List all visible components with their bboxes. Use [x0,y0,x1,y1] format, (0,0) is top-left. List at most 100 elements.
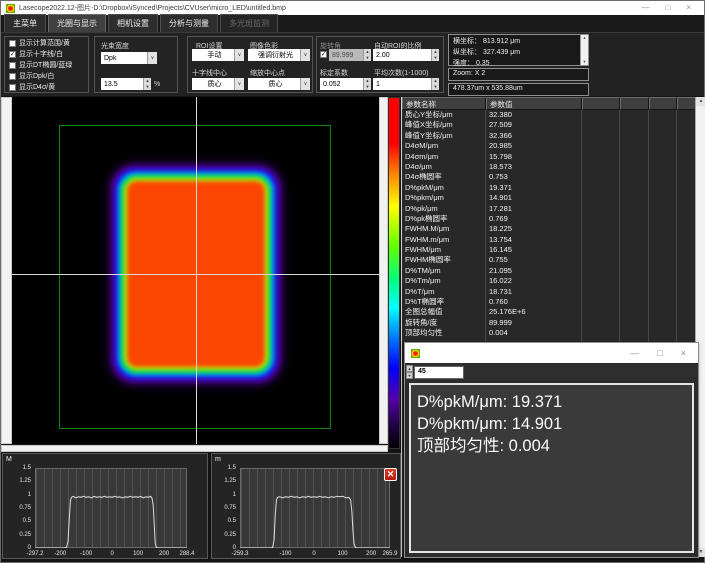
y-tick-label: 0.5 [3,518,31,524]
table-row[interactable]: FWHM.m/μm13.754 [402,235,705,245]
param-value: 18.731 [486,287,582,297]
plot-title: M [6,456,12,463]
table-row[interactable]: D%TM/μm21.095 [402,266,705,276]
chevron-down-icon: ∨ [234,78,244,90]
tab-0[interactable]: 主菜单 [4,14,46,32]
table-header-cell[interactable] [582,97,620,110]
checkbox-label: 显示计算范围/黄 [19,38,70,48]
y-tick-label: 1 [3,492,31,498]
calibration-input[interactable]: 0.052 ▲▼ [320,78,371,90]
table-row[interactable]: FWHM.M/μm18.225 [402,224,705,234]
checkbox[interactable] [9,40,16,47]
display-option[interactable]: ✓显示十字线/白 [9,49,88,59]
window-title: Lasecope2022.12-图片-D:\Dropbox\iSynced\Pr… [19,3,286,13]
table-header-cell[interactable] [677,97,696,110]
roi-setting-dropdown[interactable]: 手动 ∨ [192,49,244,61]
param-name: 峰值Y坐标/μm [402,131,486,141]
table-row[interactable]: D%pk椭圆率0.769 [402,214,705,224]
zoom-info-box: Zoom: X 2 [448,68,589,81]
table-row[interactable]: 旋转角/度89.999 [402,318,705,328]
table-row[interactable]: D%T椭圆率0.760 [402,297,705,307]
table-row[interactable]: D4σ椭圆率0.753 [402,172,705,182]
tab-3[interactable]: 分析与测量 [160,14,218,32]
tab-2[interactable]: 相机设置 [108,14,158,32]
table-row[interactable]: D%pk/μm17.281 [402,204,705,214]
param-name: D4σM/μm [402,141,486,151]
x-tick-label: -259.3 [231,551,248,557]
spinner[interactable]: ▲▼ [431,49,439,61]
minimize-button[interactable]: — [641,4,649,12]
table-row[interactable]: 顶部均匀性0.004 [402,328,705,338]
title-bar: Lasecope2022.12-图片-D:\Dropbox\iSynced\Pr… [1,1,704,15]
checkbox[interactable]: ✓ [9,51,16,58]
table-row[interactable]: 峰值X坐标/μm27.509 [402,120,705,130]
param-value: 20.985 [486,141,582,151]
y-tick-label: 1.25 [3,478,31,484]
calibration-label: 标定系数 [320,68,348,78]
table-row[interactable]: 全图总幅值25.176E+6 [402,307,705,317]
display-option[interactable]: 显示Dpk/白 [9,71,88,81]
table-header-cell[interactable]: 参数名称 [402,97,486,110]
image-vertical-scrollbar-left[interactable] [1,97,12,444]
table-row[interactable]: D%T/μm18.731 [402,287,705,297]
spinner[interactable]: ▲▼ [143,78,151,90]
auto-roi-input[interactable]: 2.00 ▲▼ [373,49,439,61]
display-option[interactable]: 显示计算范围/黄 [9,38,88,48]
x-tick-label: 265.9 [382,551,397,557]
display-option[interactable]: 显示D4σ/黄 [9,82,88,92]
crosshair-center-dropdown[interactable]: 质心 ∨ [192,78,244,90]
table-row[interactable]: D4σM/μm20.985 [402,141,705,151]
table-row[interactable]: D%pkM/μm19.371 [402,183,705,193]
table-row[interactable]: 质心Y坐标/μm32.380 [402,110,705,120]
table-row[interactable]: D4σ/μm18.573 [402,162,705,172]
table-header-cell[interactable] [620,97,649,110]
display-option[interactable]: 显示DT椭圆/蓝绿 [9,60,88,70]
minimize-button[interactable]: — [630,348,639,358]
image-vertical-scrollbar-right[interactable] [379,97,388,444]
table-row[interactable]: FWHM/μm16.145 [402,245,705,255]
table-header-cell[interactable] [649,97,677,110]
x-tick-label: 0 [110,551,113,557]
image-horizontal-scrollbar[interactable] [1,445,388,452]
table-row[interactable]: 峰值Y坐标/μm32.366 [402,131,705,141]
table-row[interactable]: D%Tm/μm16.022 [402,276,705,286]
param-value: 0.769 [486,214,582,224]
table-row[interactable]: D4σm/μm15.798 [402,152,705,162]
cursor-info-line: 纵坐标： 327.439 μm [449,46,588,57]
spinner[interactable]: ▲▼ [363,49,371,61]
maximize-button[interactable]: □ [665,4,670,12]
checkbox-label: 显示D4σ/黄 [19,82,55,92]
checkbox[interactable] [9,62,16,69]
rotation-checkbox[interactable]: ✓ [320,51,327,58]
x-tick-label: 200 [366,551,376,557]
chevron-down-icon: ∨ [147,52,157,64]
table-header-cell[interactable]: 参数值 [486,97,582,110]
image-color-dropdown[interactable]: 强调衍射光 ∨ [248,49,310,61]
rotation-value-input[interactable]: 89.999 ▲▼ [329,49,371,61]
param-value: 17.281 [486,204,582,214]
zoom-center-dropdown[interactable]: 质心 ∨ [248,78,310,90]
beam-width-dropdown[interactable]: Dpk ∨ [101,52,157,64]
table-row[interactable]: FWHM椭圆率0.755 [402,255,705,265]
spinner[interactable]: ▲▼ [363,78,371,90]
beam-width-value-input[interactable]: 13.5 ▲▼ [101,78,151,90]
checkbox[interactable] [9,73,16,80]
close-button[interactable]: × [681,348,686,358]
tab-1[interactable]: 光圈与显示 [48,14,106,32]
maximize-button[interactable]: □ [657,348,662,358]
beam-image-canvas[interactable] [12,97,379,444]
averaging-input[interactable]: 1 ▲▼ [373,78,439,90]
threshold-input[interactable]: 45 [414,366,464,379]
param-name: D%pkm/μm [402,193,486,203]
table-row[interactable]: D%pkm/μm14.901 [402,193,705,203]
param-value: 15.798 [486,152,582,162]
profile-plot-major: M 00.250.50.7511.251.5-297.2-200-1000100… [2,453,208,559]
zoom-center-label: 缩放中心点 [250,68,285,78]
close-button[interactable]: × [686,4,691,12]
scrollbar[interactable]: ▲ ▼ [580,35,588,65]
spinner[interactable]: ▲ ▼ [406,365,413,379]
spinner[interactable]: ▲▼ [431,78,439,90]
param-value: 18.225 [486,224,582,234]
param-value: 27.509 [486,120,582,130]
checkbox[interactable] [9,84,16,91]
